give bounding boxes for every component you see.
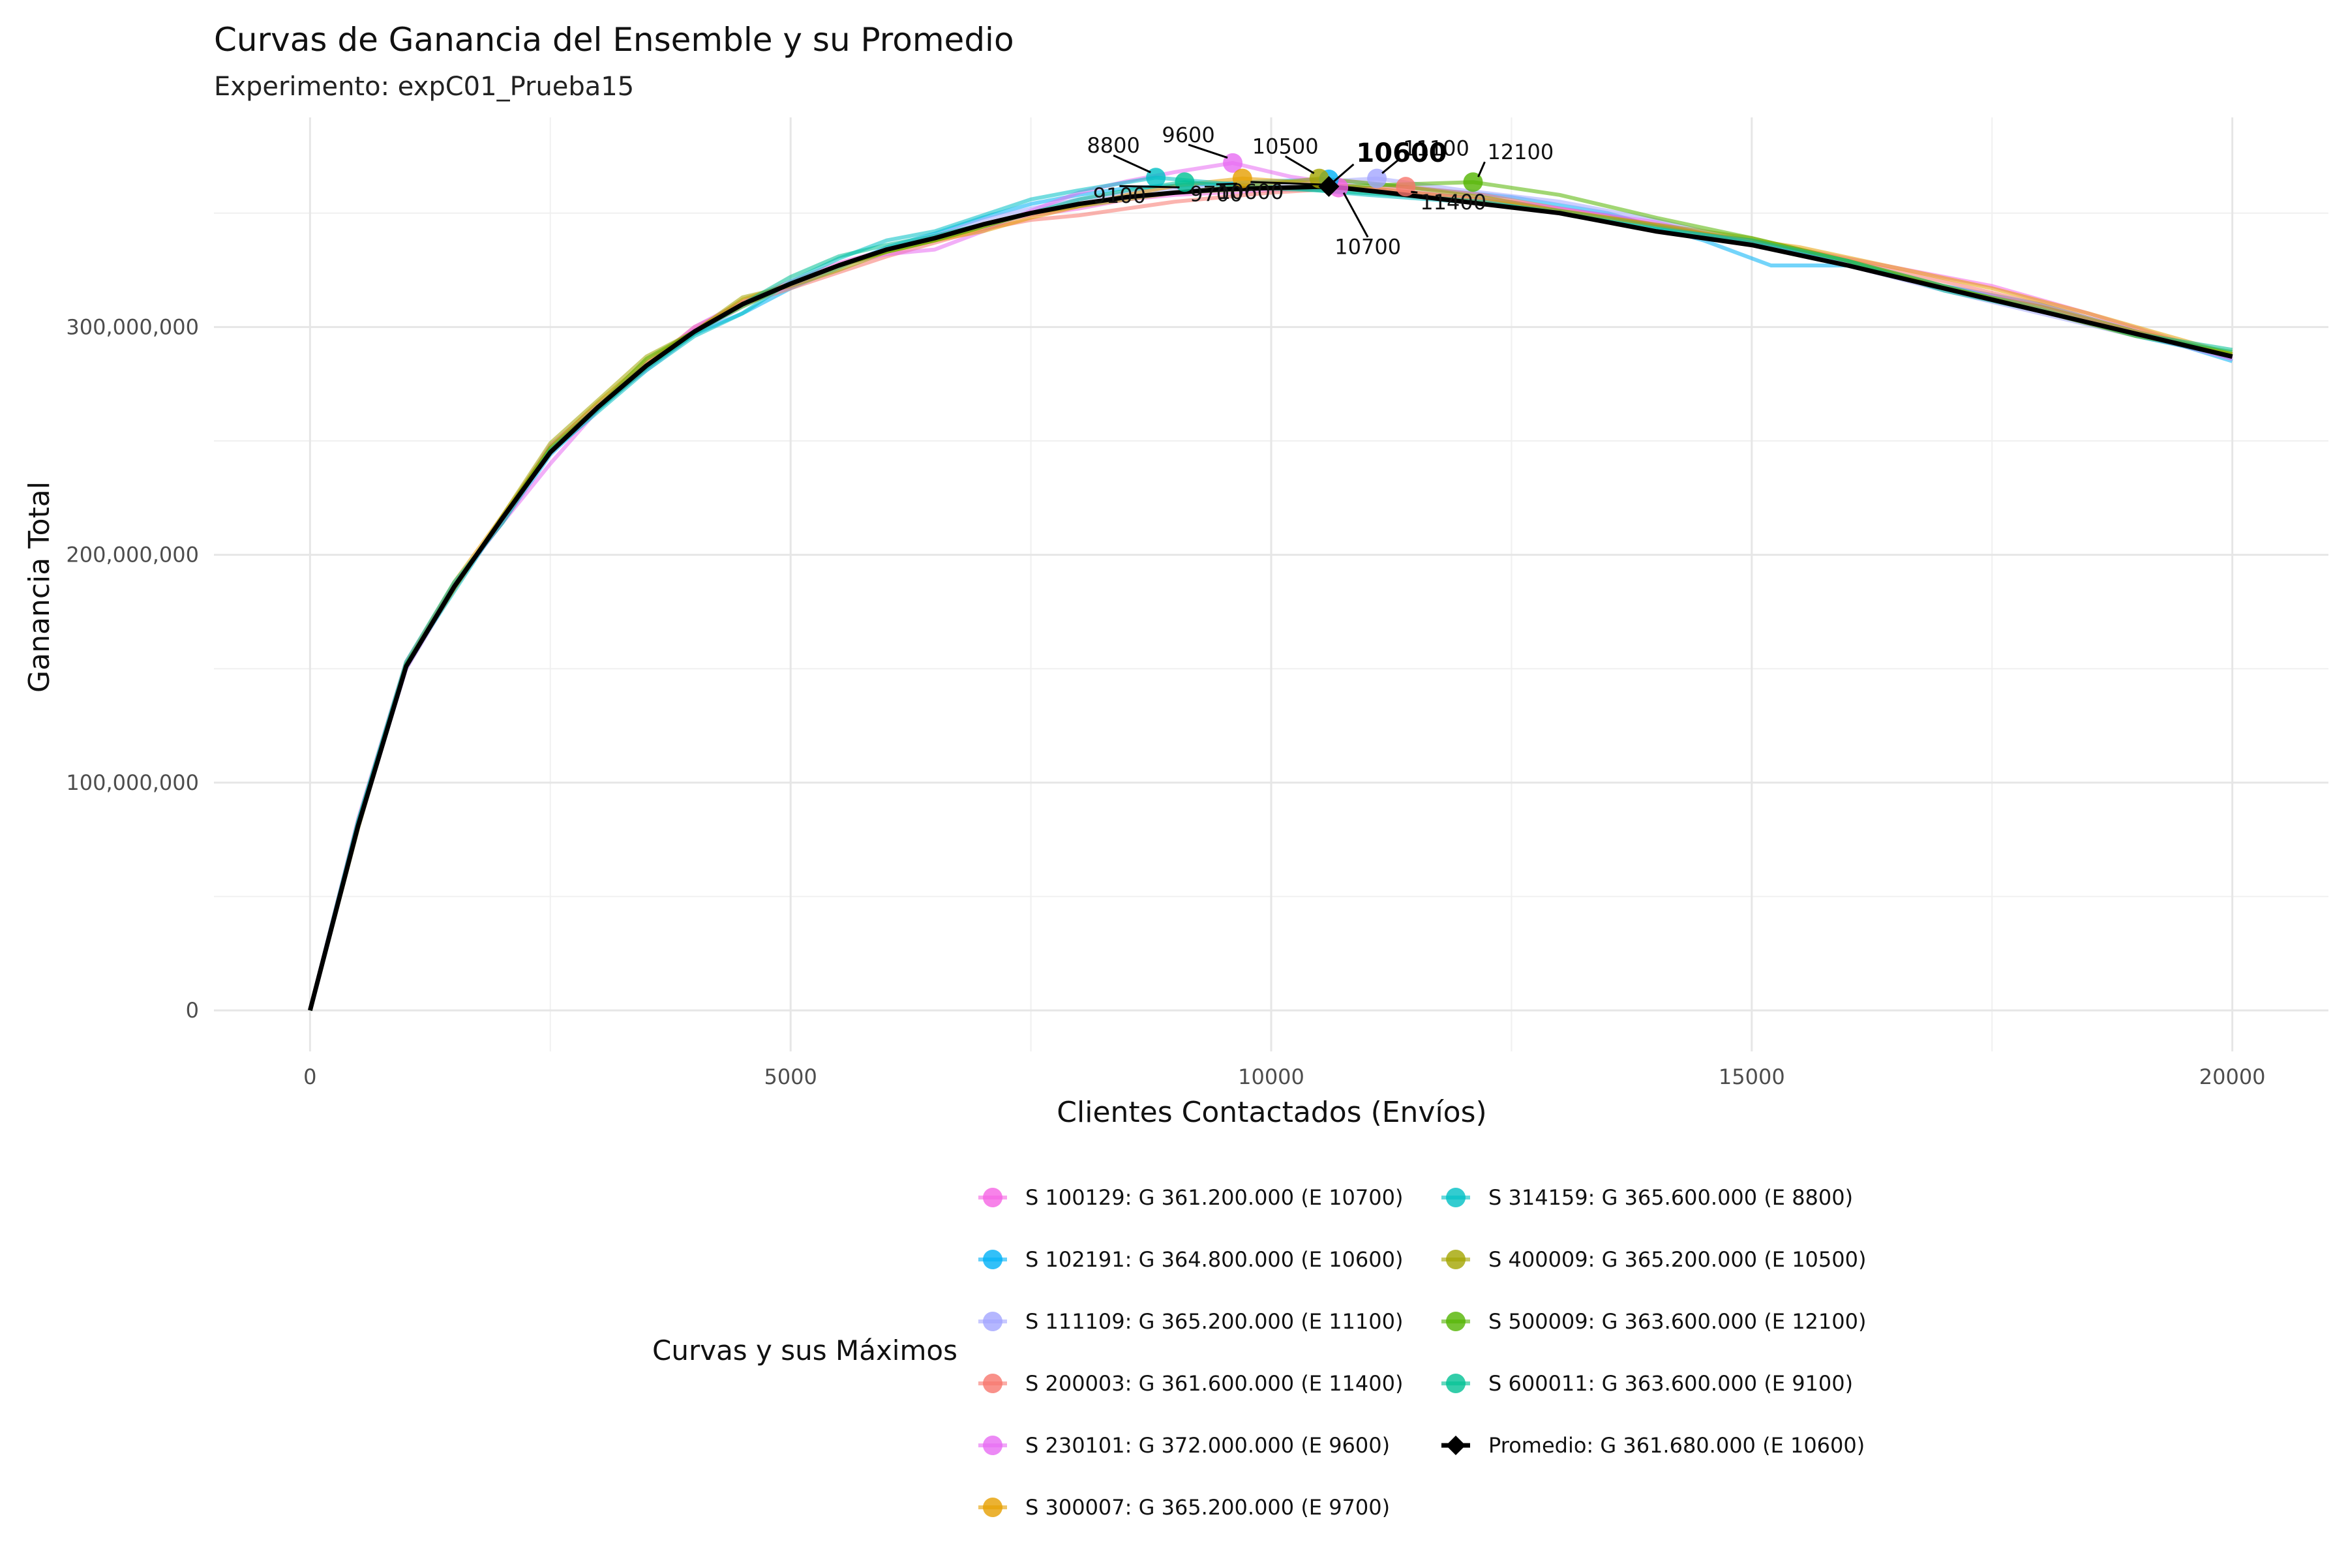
annotation-leader [1113,154,1151,173]
series-lines [308,160,2233,1011]
legend-key-dot [1446,1250,1466,1269]
series-max-label: 11400 [1420,190,1486,215]
chart-subtitle: Experimento: expC01_Prueba15 [214,72,634,102]
legend-label: Promedio: G 361.680.000 (E 10600) [1488,1433,1865,1458]
x-axis-title: Clientes Contactados (Envíos) [1057,1096,1486,1129]
legend-label: S 500009: G 363.600.000 (E 12100) [1488,1309,1866,1334]
legend-key-dot [983,1498,1002,1517]
legend-key-diamond [1446,1436,1466,1455]
legend-key-dot [983,1312,1002,1331]
x-tick-label: 15000 [1719,1064,1785,1089]
average-line [308,184,2233,1011]
series-max-label: 10500 [1252,134,1319,159]
x-tick-label: 10000 [1238,1064,1304,1089]
x-tick-label: 0 [303,1064,316,1089]
legend-label: S 111109: G 365.200.000 (E 11100) [1025,1309,1403,1334]
legend-key-dot [1446,1188,1466,1207]
legend-label: S 600011: G 363.600.000 (E 9100) [1488,1371,1853,1396]
legend-label: S 100129: G 361.200.000 (E 10700) [1025,1185,1403,1210]
legend-label: S 400009: G 365.200.000 (E 10500) [1488,1247,1866,1272]
legend-label: S 102191: G 364.800.000 (E 10600) [1025,1247,1403,1272]
series-max-label: 8800 [1087,133,1139,158]
chart-title: Curvas de Ganancia del Ensemble y su Pro… [214,21,1014,59]
legend: S 100129: G 361.200.000 (E 10700) S 10219… [978,1185,1866,1520]
series-max-marker [1367,168,1387,188]
grid-lines [214,117,2328,1051]
y-axis-ticks: 0 100,000,000 200,000,000 300,000,000 [66,314,199,1023]
annotation-leader [1119,185,1180,188]
y-tick-label: 0 [186,998,199,1023]
annotation-leader [1342,192,1369,238]
legend-label: S 200003: G 361.600.000 (E 11400) [1025,1371,1403,1396]
series-max-marker [1232,168,1252,188]
legend-key-dot [983,1188,1002,1207]
annotation-leader [1381,157,1402,174]
average-max-label: 10600 [1356,138,1447,168]
series-max-label: 10700 [1334,235,1401,260]
legend-label: S 314159: G 365.600.000 (E 8800) [1488,1185,1853,1210]
y-axis-title: Ganancia Total [23,481,56,693]
annotation-leader [1284,155,1315,174]
series-max-marker [1396,177,1416,197]
legend-key-dot [983,1374,1002,1393]
legend-label: S 230101: G 372.000.000 (E 9600) [1025,1433,1390,1458]
legend-key-dot [1446,1374,1466,1393]
legend-key-dot [983,1436,1002,1455]
annotation-leader [1216,183,1237,186]
series-max-label: 12100 [1487,140,1554,164]
series-max-label: 9600 [1162,123,1214,147]
x-tick-label: 5000 [764,1064,817,1089]
series-max-label: 11100 [1403,136,1469,161]
series-max-marker [1223,153,1243,173]
annotation-leader [1477,161,1486,177]
series-max-marker [1175,172,1195,192]
series-max-marker [1146,168,1166,188]
legend-title: Curvas y sus Máximos [652,1334,957,1366]
x-axis-ticks: 0 5000 10000 15000 20000 [303,1064,2265,1089]
annotation-leader [1333,163,1355,183]
y-tick-label: 100,000,000 [66,770,199,795]
annotation-leader [1250,181,1324,186]
legend-label: S 300007: G 365.200.000 (E 9700) [1025,1495,1390,1520]
legend-key-dot [1446,1312,1466,1331]
series-max-label: 9100 [1093,183,1146,208]
series-max-label: 9700 [1190,182,1242,207]
y-tick-label: 200,000,000 [66,543,199,567]
series-max-marker [1463,172,1483,192]
annotation-leader [1188,143,1228,159]
y-tick-label: 300,000,000 [66,314,199,339]
legend-key-dot [983,1250,1002,1269]
x-tick-label: 20000 [2199,1064,2266,1089]
